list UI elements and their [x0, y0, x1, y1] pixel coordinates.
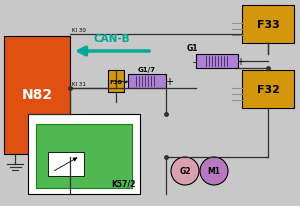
- Text: G1/7: G1/7: [138, 67, 156, 73]
- FancyBboxPatch shape: [48, 152, 84, 176]
- Text: +: +: [165, 77, 173, 87]
- Text: M1: M1: [208, 167, 220, 176]
- Text: CAN-B: CAN-B: [94, 34, 130, 44]
- Text: F30: F30: [110, 79, 122, 84]
- FancyBboxPatch shape: [108, 71, 124, 92]
- FancyBboxPatch shape: [4, 37, 70, 154]
- Text: K57/2: K57/2: [112, 179, 136, 188]
- Circle shape: [200, 157, 228, 185]
- FancyBboxPatch shape: [128, 75, 166, 89]
- Text: N82: N82: [21, 88, 52, 102]
- Text: -: -: [123, 77, 127, 87]
- FancyBboxPatch shape: [242, 6, 294, 44]
- FancyBboxPatch shape: [242, 71, 294, 109]
- FancyBboxPatch shape: [28, 115, 140, 194]
- Text: KI 30: KI 30: [72, 28, 86, 33]
- Text: KI 31: KI 31: [72, 82, 86, 87]
- Text: F33: F33: [256, 20, 279, 30]
- Text: -: -: [192, 57, 196, 67]
- Text: +: +: [236, 57, 244, 67]
- FancyBboxPatch shape: [36, 124, 132, 188]
- Text: F32: F32: [256, 85, 279, 95]
- Text: G2: G2: [179, 167, 191, 176]
- Text: G1: G1: [186, 44, 198, 53]
- Circle shape: [171, 157, 199, 185]
- FancyBboxPatch shape: [196, 55, 238, 69]
